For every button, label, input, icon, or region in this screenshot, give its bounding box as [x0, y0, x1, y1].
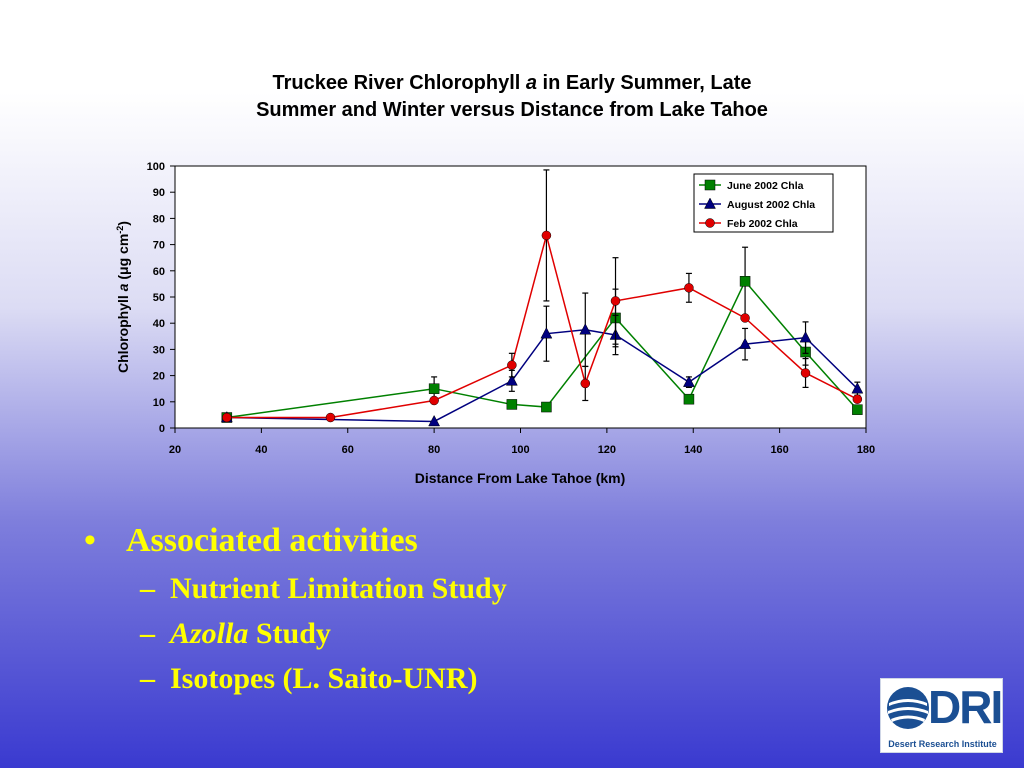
x-tick-label: 180 — [857, 444, 875, 456]
data-point — [541, 401, 552, 413]
sub-bullet-marker: – — [140, 572, 155, 605]
data-point — [739, 276, 751, 287]
logo-mark: DRI — [928, 681, 1003, 733]
bullet-sub-item: – Nutrient Limitation Study — [140, 572, 507, 606]
y-tick-label: 100 — [147, 161, 165, 173]
logo-name: Desert Research Institute — [888, 739, 997, 749]
sub-bullet-text: Nutrient Limitation Study — [170, 572, 507, 605]
x-tick-label: 40 — [255, 444, 267, 456]
y-axis-label-part: ) — [115, 221, 131, 226]
y-tick-label: 60 — [153, 266, 165, 278]
y-axis-label: Chlorophyll a (μg cm-2) — [115, 221, 131, 373]
legend: June 2002 Chla August 2002 Chla Feb 2002 C… — [693, 173, 834, 233]
series-layer — [220, 169, 864, 427]
data-point — [705, 218, 715, 228]
data-point — [704, 197, 716, 209]
x-tick-label: 20 — [169, 444, 181, 456]
x-tick-label: 160 — [770, 444, 788, 456]
y-axis-label-part: ( — [115, 275, 131, 284]
y-tick-label: 90 — [153, 187, 165, 199]
title-text: Truckee River Chlorophyll — [272, 72, 526, 94]
y-axis-label-part: μ — [115, 266, 131, 275]
data-point — [852, 404, 863, 415]
dri-globe-icon — [887, 687, 929, 729]
data-point — [800, 368, 811, 378]
x-tick-label: 100 — [511, 444, 529, 456]
data-point — [222, 412, 232, 423]
y-tick-label: 40 — [153, 318, 165, 330]
sub-bullet-text: Azolla — [170, 617, 249, 650]
bullet-main: • Associated activities — [84, 522, 418, 560]
data-point — [540, 327, 553, 339]
data-point — [429, 395, 439, 406]
x-tick-label: 140 — [684, 444, 702, 456]
sub-bullet-text: Isotopes (L. Saito-UNR) — [170, 662, 478, 695]
y-axis-label-part: -2 — [115, 226, 125, 234]
y-tick-label: 10 — [153, 397, 165, 409]
bullet-marker: • — [84, 522, 96, 559]
x-axis-label: Distance From Lake Tahoe (km) — [415, 470, 626, 486]
legend-label: August 2002 Chla — [727, 199, 815, 211]
axes: 0 10 20 30 40 50 60 70 80 90 100 20 40 60 80 100 120 140 1… — [147, 161, 876, 456]
data-point — [799, 331, 812, 343]
data-point — [704, 179, 716, 191]
data-point — [505, 374, 518, 386]
data-point — [610, 296, 621, 306]
data-point — [428, 383, 440, 394]
title-text-continued: in Early Summer, Late — [537, 72, 752, 94]
x-tick-label: 80 — [428, 444, 440, 456]
data-point — [740, 313, 750, 323]
bullet-sub-item: – Azolla Study — [140, 617, 331, 651]
legend-label: June 2002 Chla — [727, 180, 804, 192]
data-point — [684, 283, 694, 293]
data-point — [683, 393, 695, 405]
chart: 0 10 20 30 40 50 60 70 80 90 100 20 40 60 80 100 120 140 1… — [115, 161, 876, 486]
series-line — [226, 328, 858, 423]
dri-logo: DRI Desert Research Institute — [880, 678, 1003, 753]
y-tick-label: 50 — [153, 292, 165, 304]
series-2 — [222, 169, 863, 423]
bullet-main-text: Associated activities — [126, 522, 418, 559]
chart-title: Truckee River Chlorophyll a in Early Sum… — [0, 70, 1024, 124]
x-tick-label: 120 — [598, 444, 616, 456]
sub-bullet-marker: – — [140, 662, 155, 695]
sub-bullet-marker: – — [140, 617, 155, 650]
sub-bullet-text: Study — [248, 617, 331, 650]
legend-label: Feb 2002 Chla — [727, 218, 798, 230]
data-point — [541, 230, 552, 241]
y-axis-label-part: Chlorophyll — [115, 291, 131, 373]
x-tick-label: 60 — [342, 444, 354, 456]
data-point — [506, 399, 518, 410]
data-point — [428, 414, 441, 427]
y-tick-label: 20 — [153, 371, 165, 383]
title-italic-a: a — [525, 72, 537, 94]
bullet-sub-item: – Isotopes (L. Saito-UNR) — [140, 662, 478, 696]
chart-title-line-1: Truckee River Chlorophyll a in Early Sum… — [0, 70, 1024, 97]
data-point — [851, 382, 864, 394]
data-point — [325, 412, 336, 423]
data-point — [579, 323, 592, 335]
data-point — [580, 378, 591, 389]
y-tick-label: 0 — [159, 423, 165, 435]
y-axis-label-part: a — [115, 283, 131, 291]
chart-title-line-2: Summer and Winter versus Distance from L… — [256, 99, 768, 121]
y-tick-label: 80 — [153, 213, 165, 225]
y-tick-label: 70 — [153, 240, 165, 252]
data-point — [683, 375, 695, 387]
data-point — [507, 360, 517, 370]
y-tick-label: 30 — [153, 344, 165, 356]
data-point — [739, 337, 751, 349]
y-axis-label-part: g cm — [115, 234, 131, 267]
data-point — [852, 394, 863, 404]
